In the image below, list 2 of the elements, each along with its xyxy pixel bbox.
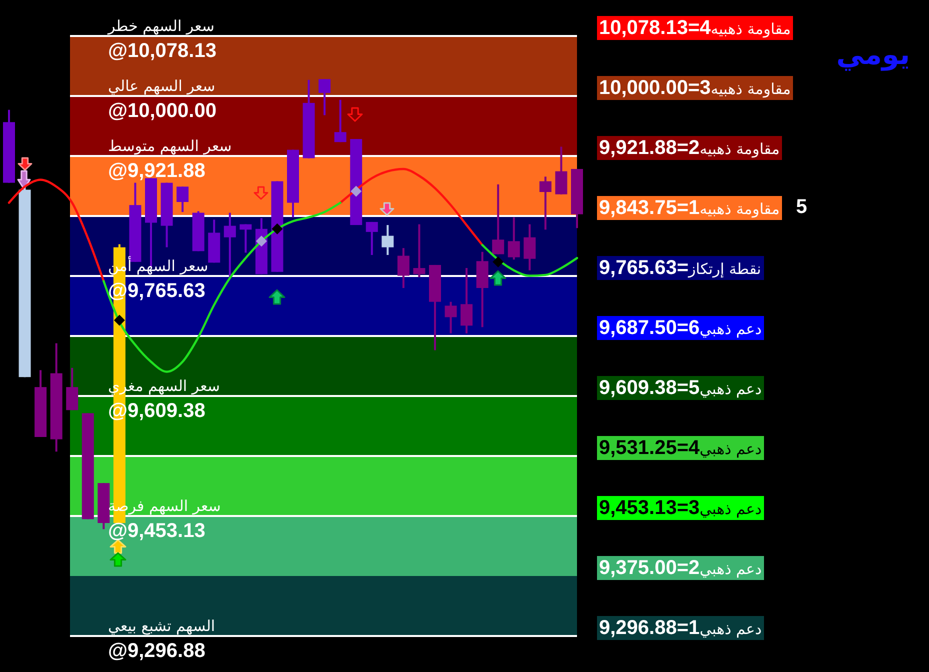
text: يومي: [836, 38, 910, 71]
text: 5: [796, 196, 808, 218]
